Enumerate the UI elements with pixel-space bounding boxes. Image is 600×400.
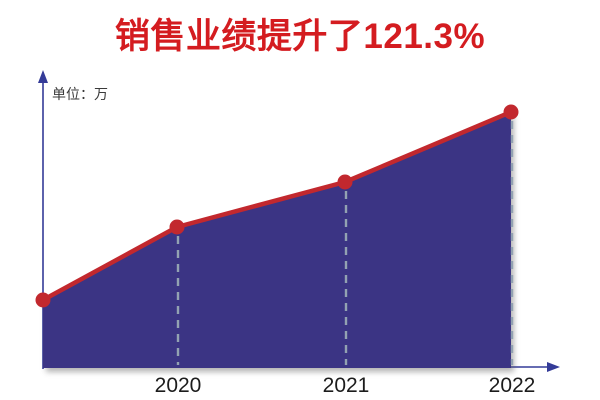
tick-labels-layer: 2020 2021 2022 <box>155 374 536 397</box>
x-axis-arrowhead-icon <box>547 362 560 372</box>
x-tick-label-2022: 2022 <box>489 374 536 397</box>
data-point-marker-2022 <box>503 104 519 120</box>
dashed-guides-layer <box>176 121 514 365</box>
chart-title: 销售业绩提升了121.3% <box>114 17 486 56</box>
x-tick-label-2021: 2021 <box>323 374 370 397</box>
y-axis-arrowhead-icon <box>38 70 48 83</box>
data-point-marker-start <box>35 292 51 308</box>
x-tick-label-2020: 2020 <box>155 374 202 397</box>
trend-line-layer <box>40 109 514 303</box>
data-point-marker-2020 <box>169 219 185 235</box>
trend-line <box>40 109 514 303</box>
y-axis-unit-label: 单位：万 <box>52 87 108 103</box>
sales-area-fill <box>43 112 511 368</box>
area-layer <box>43 112 511 368</box>
data-markers-layer <box>35 104 519 308</box>
data-point-marker-2021 <box>337 174 353 190</box>
